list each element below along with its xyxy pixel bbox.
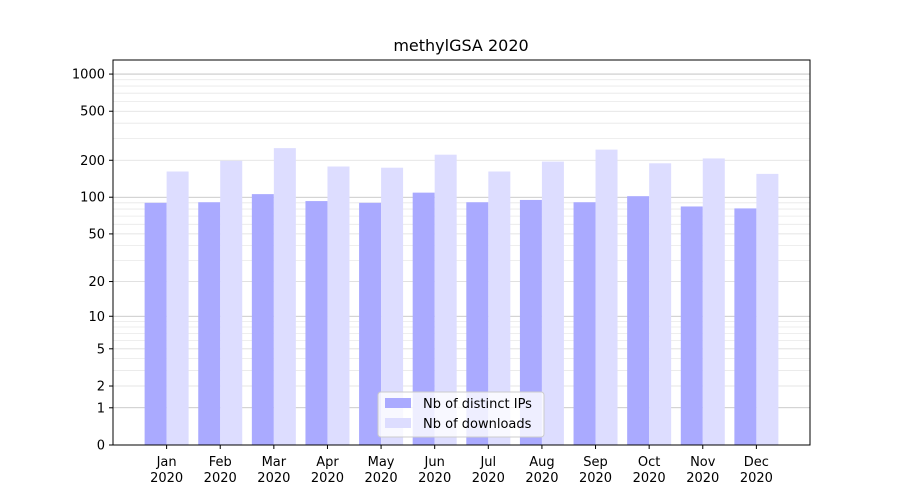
y-tick-label: 500 — [80, 105, 105, 120]
bar-downloads — [273, 148, 296, 445]
y-axis: 0 1 2 5 10 20 50 100 200 500 1000 — [72, 68, 113, 454]
y-tick-label: 10 — [88, 310, 105, 325]
legend-box — [377, 391, 545, 438]
x-tick-label: Jun 2020 — [418, 455, 451, 486]
bar-downloads — [756, 173, 779, 445]
bar-distinct-ips — [466, 202, 489, 445]
y-tick-label: 2 — [97, 380, 105, 395]
bars — [144, 148, 779, 446]
plot-frame — [112, 59, 811, 446]
y-tick-label: 1000 — [72, 68, 105, 83]
bar-distinct-ips — [251, 194, 274, 445]
bar-distinct-ips — [680, 206, 703, 445]
bar-distinct-ips — [412, 192, 435, 445]
bar-distinct-ips — [198, 202, 221, 445]
x-tick-label: Mar 2020 — [257, 455, 290, 486]
bar-downloads — [541, 161, 564, 445]
x-tick-label: Dec 2020 — [740, 455, 773, 486]
legend-label: Nb of downloads — [423, 417, 532, 432]
x-axis: Jan 2020 Feb 2020 Mar 2020 Apr 2020 May 2020 Jun 20… — [150, 445, 773, 486]
x-tick-label: Oct 2020 — [633, 455, 666, 486]
bar-distinct-ips — [519, 199, 542, 445]
bar-downloads — [434, 154, 457, 445]
bar-downloads — [595, 149, 618, 445]
x-tick-label: Jul 2020 — [472, 455, 505, 486]
y-tick-label: 0 — [97, 439, 105, 454]
chart-title: methylGSA 2020 — [393, 36, 528, 55]
legend-swatch — [385, 398, 411, 408]
y-tick-label: 200 — [80, 154, 105, 169]
bar-distinct-ips — [573, 202, 596, 445]
bar-downloads — [166, 171, 189, 445]
bar-distinct-ips — [627, 196, 650, 445]
bar-distinct-ips — [734, 208, 757, 445]
legend-label: Nb of distinct IPs — [423, 397, 532, 412]
x-tick-label: Apr 2020 — [311, 455, 344, 486]
y-tick-label: 5 — [97, 342, 105, 357]
x-tick-label: Jan 2020 — [150, 455, 183, 486]
x-tick-label: Nov 2020 — [686, 455, 719, 486]
x-tick-label: Aug 2020 — [525, 455, 558, 486]
bar-distinct-ips — [305, 201, 328, 445]
y-tick-label: 50 — [88, 227, 105, 242]
y-tick-label: 100 — [80, 191, 105, 206]
bar-downloads — [327, 166, 350, 446]
x-tick-label: Feb 2020 — [204, 455, 237, 486]
y-tick-label: 1 — [97, 401, 105, 416]
legend-swatch — [385, 418, 411, 428]
bar-downloads — [381, 167, 404, 445]
bar-downloads — [649, 163, 672, 445]
x-tick-label: Sep 2020 — [579, 455, 612, 486]
bar-distinct-ips — [359, 202, 382, 445]
y-tick-label: 20 — [88, 275, 105, 290]
bar-downloads — [220, 160, 243, 445]
bar-downloads — [488, 171, 511, 445]
legend: Nb of distinct IPs Nb of downloads — [377, 391, 545, 438]
bar-distinct-ips — [144, 202, 167, 445]
bar-downloads — [702, 158, 725, 445]
x-tick-label: May 2020 — [365, 455, 398, 486]
